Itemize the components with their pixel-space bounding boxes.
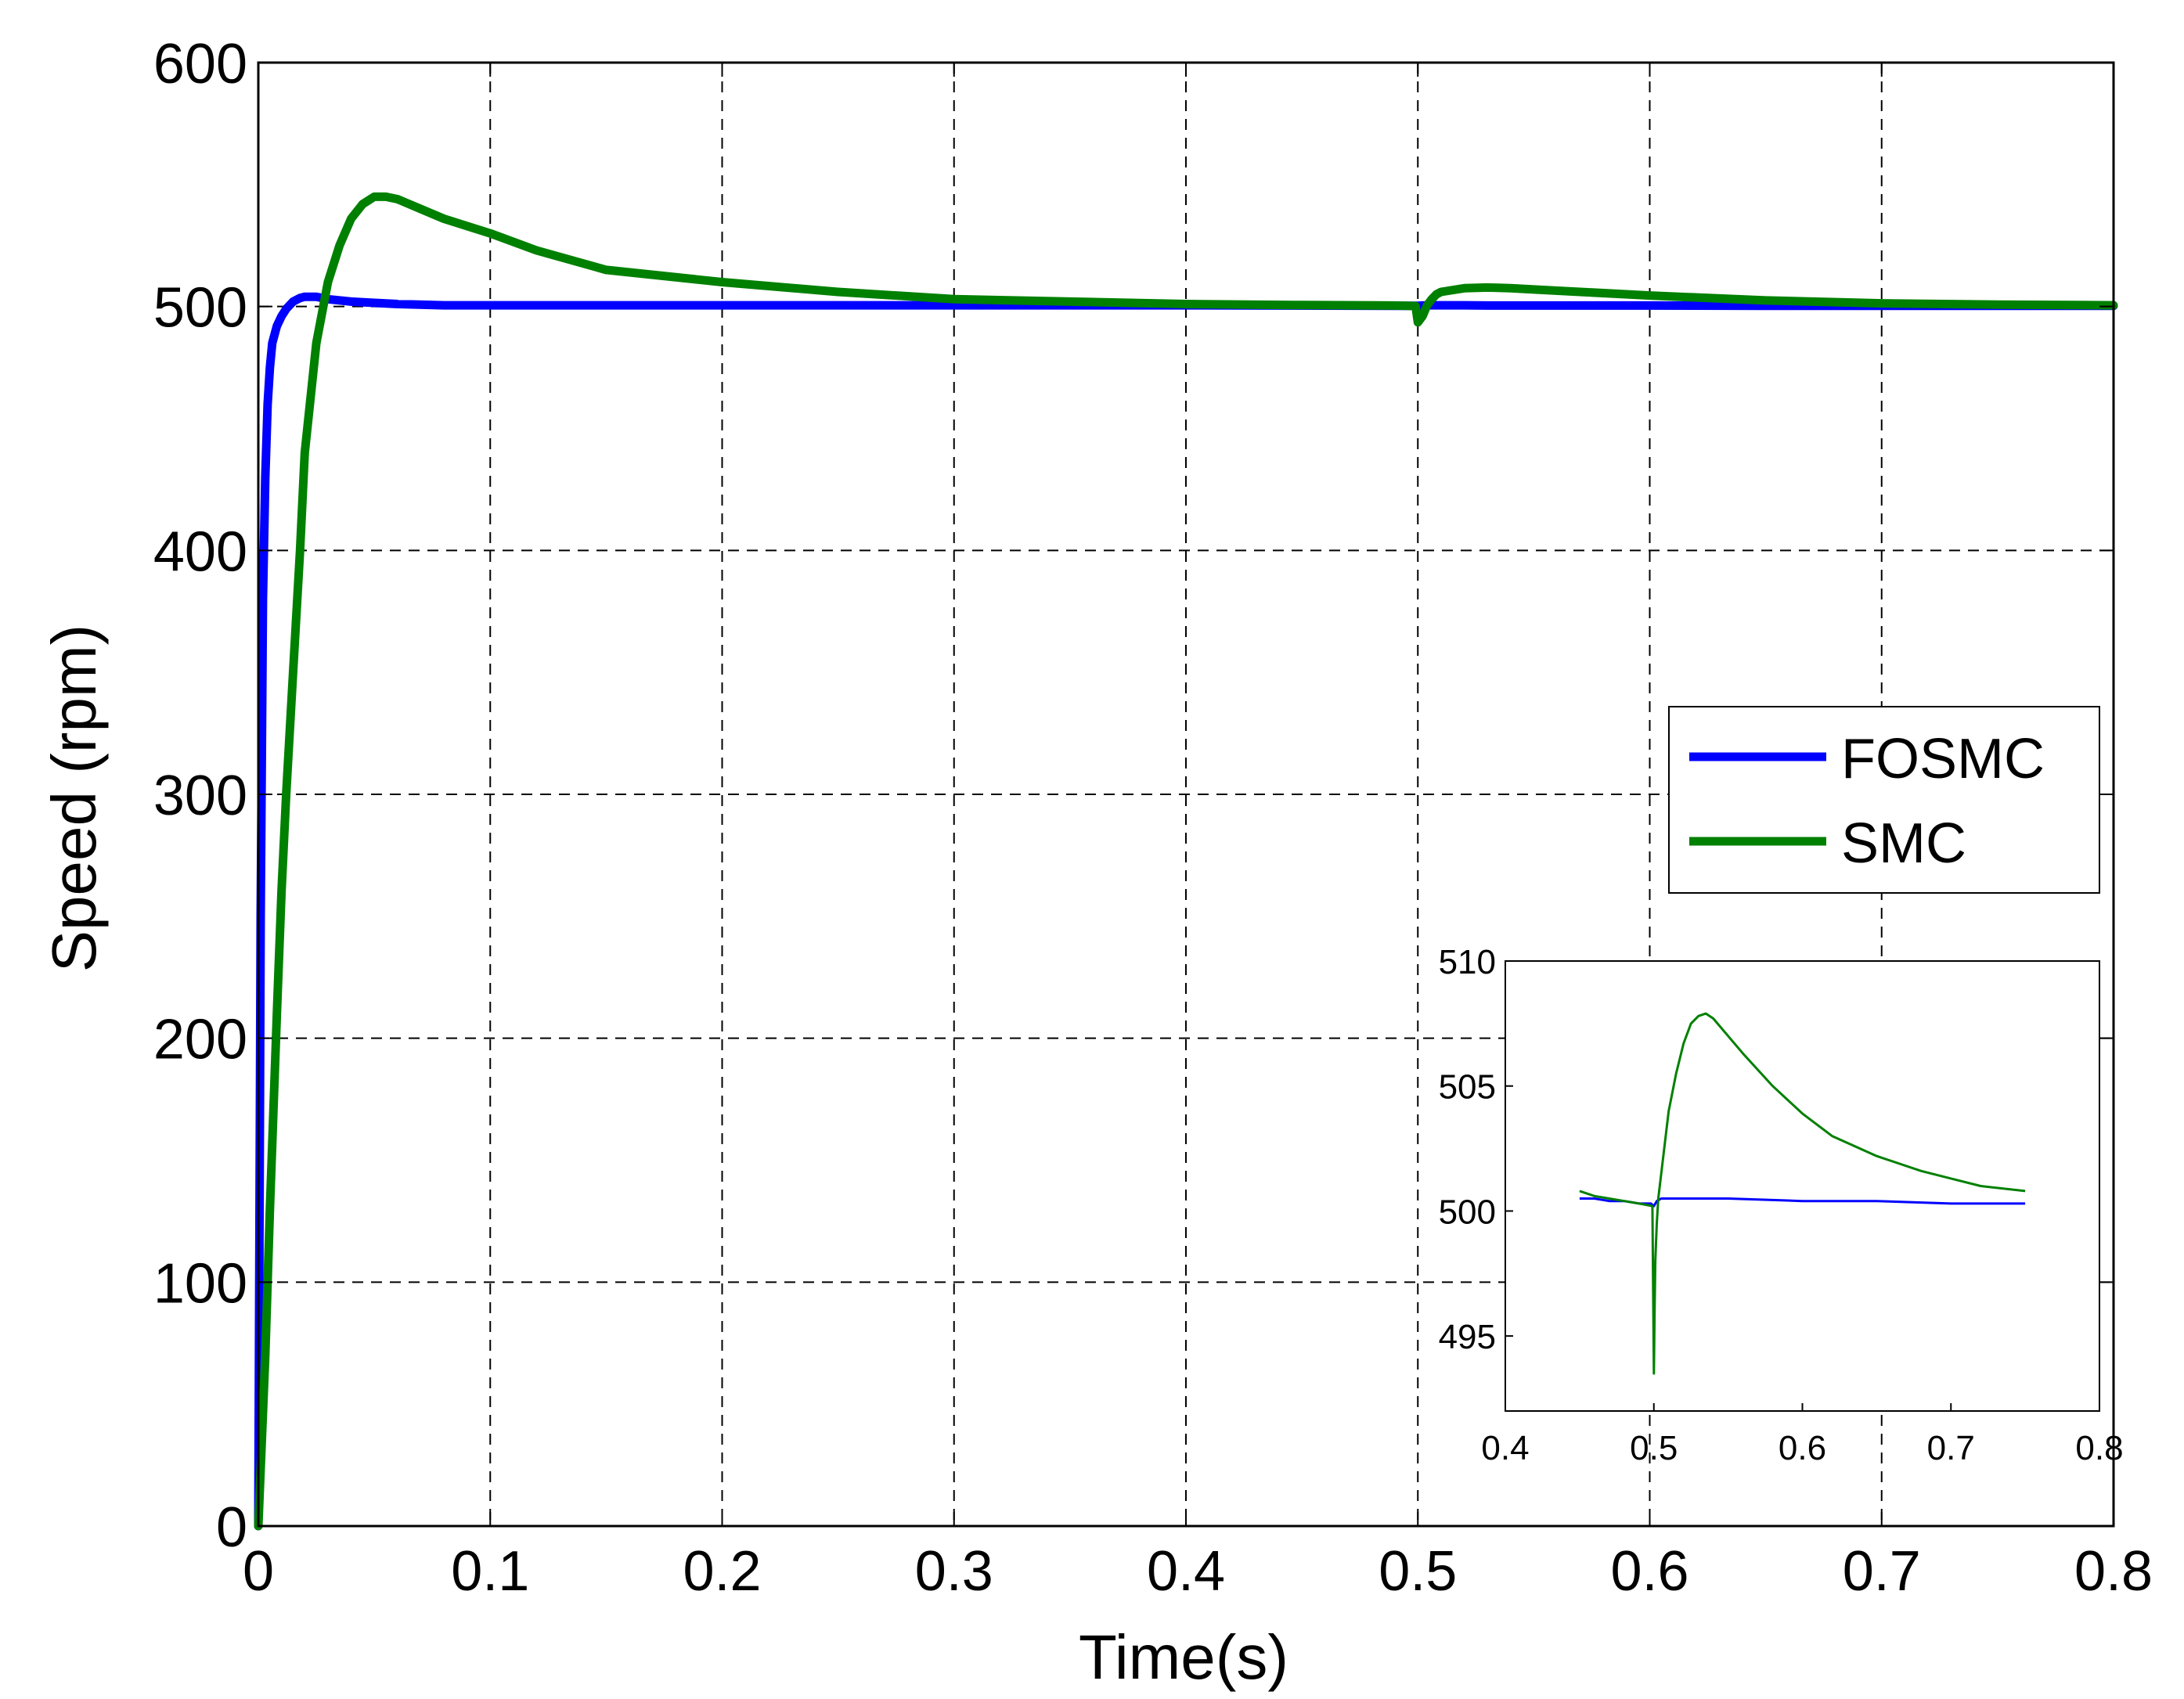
series-line-smc (254, 192, 2118, 1531)
inset-series-lines (1579, 1012, 2026, 1375)
inset-frame (1505, 960, 2100, 1412)
inset-series-line-smc (1579, 1012, 2026, 1375)
inset-plot: 0.4 0.5 0.6 0.7 0.8 495 500 505 510 (1439, 943, 2124, 1467)
y-tick-label-400: 400 (153, 520, 247, 583)
x-axis-title: Time(s) (1079, 1622, 1288, 1692)
x-tick-label-0-2: 0.2 (683, 1540, 761, 1603)
inset-x-tick-label-0-7: 0.7 (1927, 1429, 1975, 1467)
legend-box (1668, 706, 2100, 894)
legend-label-fosmc: FOSMC (1841, 728, 2045, 790)
y-tick-label-100: 100 (153, 1252, 247, 1315)
inset-x-tick-label-0-4: 0.4 (1481, 1429, 1529, 1467)
inset-tick-labels: 0.4 0.5 0.6 0.7 0.8 495 500 505 510 (1439, 943, 2124, 1467)
x-tick-label-0-5: 0.5 (1379, 1540, 1457, 1603)
y-tick-label-600: 600 (153, 33, 247, 95)
inset-x-tick-label-0-8: 0.8 (2075, 1429, 2123, 1467)
main-plot-frame (257, 61, 2115, 1528)
inset-y-tick-label-505: 505 (1439, 1068, 1496, 1107)
inset-x-tick-label-0-6: 0.6 (1779, 1429, 1826, 1467)
inset-y-tick-label-500: 500 (1439, 1193, 1496, 1231)
inset-y-tick-label-510: 510 (1439, 943, 1496, 981)
y-tick-label-200: 200 (153, 1009, 247, 1071)
x-tick-label-0: 0 (243, 1540, 274, 1603)
main-tick-labels: 0 0.1 0.2 0.3 0.4 0.5 0.6 0.7 0.8 0 100 200 300 400 50… (153, 33, 2153, 1603)
y-tick-label-500: 500 (153, 277, 247, 340)
y-axis-title: Speed (rpm) (39, 625, 109, 973)
x-tick-label-0-7: 0.7 (1843, 1540, 1921, 1603)
x-tick-label-0-6: 0.6 (1610, 1540, 1688, 1603)
main-series-lines (254, 192, 2118, 1531)
x-tick-label-0-1: 0.1 (451, 1540, 529, 1603)
inset-y-tick-label-495: 495 (1439, 1318, 1496, 1356)
x-tick-label-0-8: 0.8 (2074, 1540, 2153, 1603)
y-tick-label-300: 300 (153, 765, 247, 827)
x-tick-label-0-3: 0.3 (915, 1540, 993, 1603)
legend-label-smc: SMC (1841, 812, 1966, 875)
series-line-fosmc (254, 292, 2118, 1531)
y-tick-label-0: 0 (216, 1496, 247, 1559)
main-axes (257, 61, 2115, 1528)
x-tick-label-0-4: 0.4 (1147, 1540, 1225, 1603)
inset-x-tick-label-0-5: 0.5 (1630, 1429, 1678, 1467)
legend: FOSMC SMC (1668, 706, 2100, 894)
